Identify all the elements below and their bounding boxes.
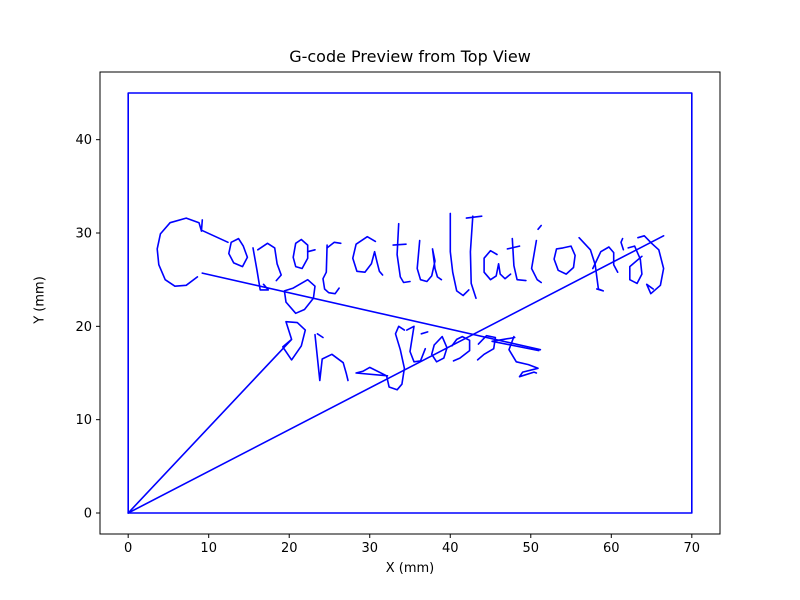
axes-frame (99, 71, 721, 535)
toolpath-segment (430, 335, 448, 363)
toolpath-segment (283, 278, 316, 315)
y-tick-label: 10 (75, 413, 92, 428)
y-tick-label: 0 (84, 507, 92, 522)
toolpath-segment (451, 335, 471, 362)
toolpath-segment (627, 245, 643, 285)
toolpath-segment (637, 235, 665, 295)
toolpath-segment (156, 217, 203, 288)
toolpath-segment (252, 247, 270, 291)
toolpath-segment (578, 236, 605, 292)
x-tick-label: 0 (124, 541, 132, 556)
y-tick-label: 40 (75, 133, 92, 148)
toolpath-segment (416, 239, 443, 283)
x-tick-label: 50 (523, 541, 540, 556)
x-tick-label: 30 (361, 541, 378, 556)
toolpath-segment (201, 272, 542, 351)
toolpath-segment (292, 238, 309, 270)
toolpath-segment (469, 215, 477, 300)
toolpath-segment (127, 235, 665, 514)
toolpath-segment (200, 219, 229, 244)
toolpath-segment (228, 237, 249, 268)
toolpath-segment (322, 244, 340, 295)
x-tick-label: 10 (200, 541, 217, 556)
y-tick-label: 20 (75, 320, 92, 335)
toolpath-segment (326, 241, 342, 249)
toolpath-segment (127, 92, 693, 514)
x-tick-label: 40 (442, 541, 459, 556)
toolpath-segment (420, 331, 429, 335)
toolpath-segment (127, 320, 307, 514)
x-tick-label: 70 (684, 541, 701, 556)
toolpath-segment (483, 249, 512, 281)
toolpath-segment (537, 224, 543, 231)
toolpath-segment (491, 336, 540, 352)
toolpath-segment (530, 239, 543, 284)
toolpath-segment (465, 215, 483, 219)
toolpath-segment (506, 245, 521, 250)
toolpath-segment (591, 246, 619, 274)
toolpath-segment (351, 235, 384, 276)
y-tick-label: 30 (75, 227, 92, 242)
chart-title: G-code Preview from Top View (289, 47, 531, 66)
toolpath-segment (385, 325, 406, 391)
toolpath-segment (355, 366, 389, 377)
x-tick-label: 20 (281, 541, 298, 556)
toolpath-segment (316, 332, 324, 339)
toolpath-segment (396, 222, 411, 284)
toolpath-segment (256, 242, 283, 282)
toolpath-segment (476, 334, 497, 361)
toolpath-segment (392, 243, 407, 246)
toolpath-segment (508, 335, 539, 378)
toolpath-segment (449, 212, 470, 297)
toolpath-segment (620, 237, 625, 251)
toolpath-segment (405, 325, 427, 363)
toolpath-segment (553, 245, 576, 275)
toolpath-segment (306, 249, 316, 253)
toolpath-segment (511, 237, 527, 282)
x-axis-label: X (mm) (385, 561, 435, 576)
toolpath-segment (314, 333, 349, 382)
x-tick-label: 60 (603, 541, 620, 556)
